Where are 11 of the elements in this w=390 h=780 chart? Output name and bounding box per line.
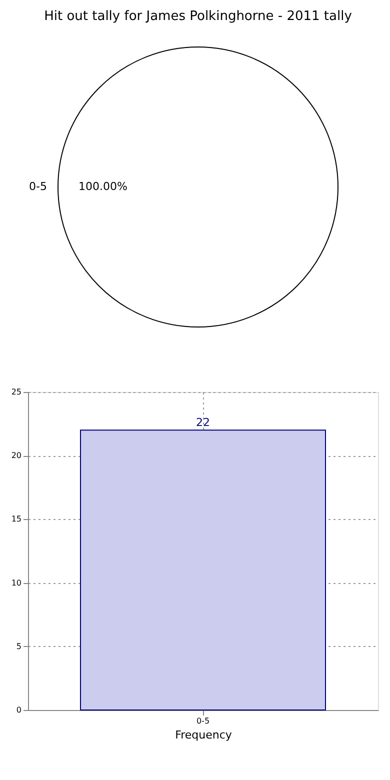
x-axis-title: Frequency <box>175 728 232 742</box>
chart-title: Hit out tally for James Polkinghorne - 2011 tally <box>44 9 352 24</box>
y-tick-label: 15 <box>11 514 22 524</box>
y-tick-label: 5 <box>16 642 22 651</box>
data-label: 100.00% <box>78 180 128 193</box>
slice-label: 0-5 <box>29 180 47 193</box>
y-tick-label: 0 <box>16 706 22 714</box>
y-tick-label: 20 <box>11 451 22 460</box>
y-tick-label: 25 <box>11 388 22 396</box>
y-tick-label: 10 <box>11 578 22 588</box>
data-label: 22 <box>196 416 210 430</box>
